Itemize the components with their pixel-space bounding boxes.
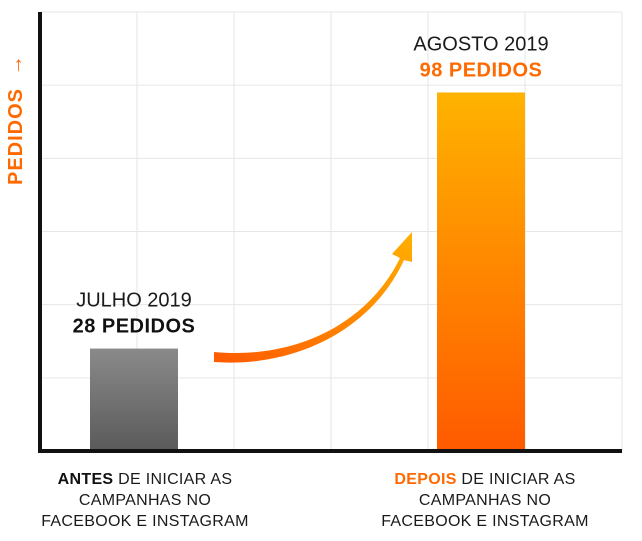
category-line3-after: FACEBOOK E INSTAGRAM xyxy=(381,513,589,530)
arrow-right-icon: → xyxy=(5,54,27,75)
y-axis-label-text: PEDIDOS xyxy=(5,88,27,185)
category-highlight-after: DEPOIS xyxy=(394,471,457,488)
grid xyxy=(40,11,623,451)
data-label-count: 98 PEDIDOS xyxy=(420,59,543,81)
bar-after xyxy=(437,92,525,451)
data-label-period: JULHO 2019 xyxy=(76,290,192,312)
category-line2-after: CAMPANHAS NO xyxy=(418,492,552,509)
data-label-period: AGOSTO 2019 xyxy=(413,33,548,55)
category-line1-after: DE INICIAR AS xyxy=(456,471,576,488)
y-axis-label: PEDIDOS → xyxy=(5,54,27,185)
bar-before xyxy=(90,348,178,451)
axes xyxy=(38,12,622,453)
data-label-count: 28 PEDIDOS xyxy=(73,316,196,338)
data-labels: JULHO 2019 28 PEDIDOS AGOSTO 2019 98 PEDIDO… xyxy=(73,33,549,337)
category-line3-before: FACEBOOK E INSTAGRAM xyxy=(41,513,249,530)
bars xyxy=(90,92,525,451)
category-line2-before: CAMPANHAS NO xyxy=(78,492,212,509)
category-label-before: ANTES DE INICIAR AS CAMPANHAS NO FACEBOO… xyxy=(20,469,270,532)
category-highlight-before: ANTES xyxy=(57,471,114,488)
category-label-after: DEPOIS DE INICIAR AS CAMPANHAS NO FACEBO… xyxy=(350,469,620,532)
arrow-up-right-icon xyxy=(214,232,412,363)
category-line1-before: DE INICIAR AS xyxy=(113,471,233,488)
